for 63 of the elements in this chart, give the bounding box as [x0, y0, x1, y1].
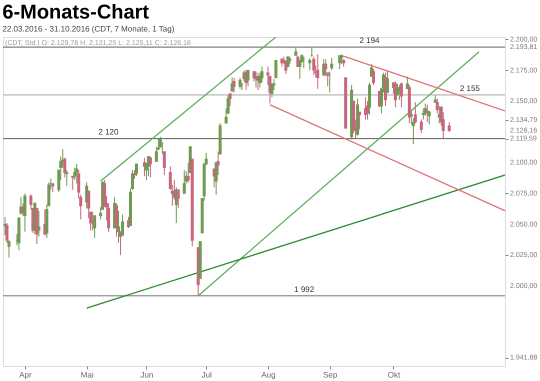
candlestick [246, 70, 250, 87]
candlestick [216, 151, 220, 176]
candlestick [37, 210, 40, 238]
candlestick [3, 216, 6, 236]
x-tick-label: Apr [19, 370, 32, 380]
candlestick [5, 222, 8, 244]
candlestick [428, 110, 431, 125]
candlestick [176, 189, 180, 209]
x-tick-label: Aug [261, 370, 276, 380]
candlestick [23, 192, 26, 232]
candlestick [134, 163, 138, 177]
candlestick [422, 108, 425, 120]
candlestick [270, 83, 274, 98]
candlestick [426, 104, 429, 123]
ref-line-label: 1 992 [294, 284, 315, 294]
ref-line-label: 2 194 [359, 36, 380, 46]
candlestick [400, 82, 403, 108]
candlestick [232, 77, 236, 93]
candlestick [316, 54, 320, 90]
candlestick [71, 176, 74, 190]
ref-line-label: 2 155 [460, 84, 480, 93]
candlestick [115, 202, 118, 238]
ref-line-label: 2 120 [98, 128, 119, 137]
candlestick [117, 210, 120, 244]
chart-title: 6-Monats-Chart [2, 1, 150, 24]
candlestick [148, 156, 152, 178]
candlestick [420, 119, 423, 134]
candlestick [65, 170, 68, 187]
candlestick [424, 103, 427, 116]
candlestick [308, 57, 312, 71]
candlestick [414, 102, 417, 124]
candlestick [93, 215, 96, 238]
candlestick [238, 77, 242, 90]
candlestick [260, 66, 264, 84]
candlestick [7, 240, 10, 258]
candlestick [272, 78, 276, 90]
candlestick [274, 60, 278, 78]
x-tick-label: Jun [140, 370, 154, 380]
candlestick [89, 211, 92, 231]
candlestick [448, 122, 451, 132]
candlestick [366, 100, 370, 120]
candlestick [75, 163, 78, 184]
x-tick-label: Mai [80, 370, 94, 380]
candlestick [386, 70, 389, 93]
candlestick [358, 112, 362, 130]
chart-subtitle: 22.03.2016 - 31.10.2016 (CDT, 7 Monate, 1 Tag) [2, 24, 175, 34]
candlestick [162, 151, 166, 176]
candlestick [73, 167, 76, 180]
candlestick [226, 94, 230, 114]
candlestick [182, 170, 186, 194]
candlestick [340, 54, 344, 65]
candlestick [298, 58, 302, 80]
candlestick [228, 93, 232, 107]
candlestick [330, 57, 334, 71]
candlestick [121, 214, 124, 236]
x-tick-label: Jul [202, 370, 212, 380]
x-tick-label: Okt [388, 370, 401, 380]
candlestick [368, 82, 372, 116]
candlestick [252, 71, 256, 82]
candlestick [338, 54, 342, 70]
candlestick [372, 68, 376, 86]
candlestick [63, 157, 66, 178]
x-tick-label: Sep [323, 370, 338, 380]
